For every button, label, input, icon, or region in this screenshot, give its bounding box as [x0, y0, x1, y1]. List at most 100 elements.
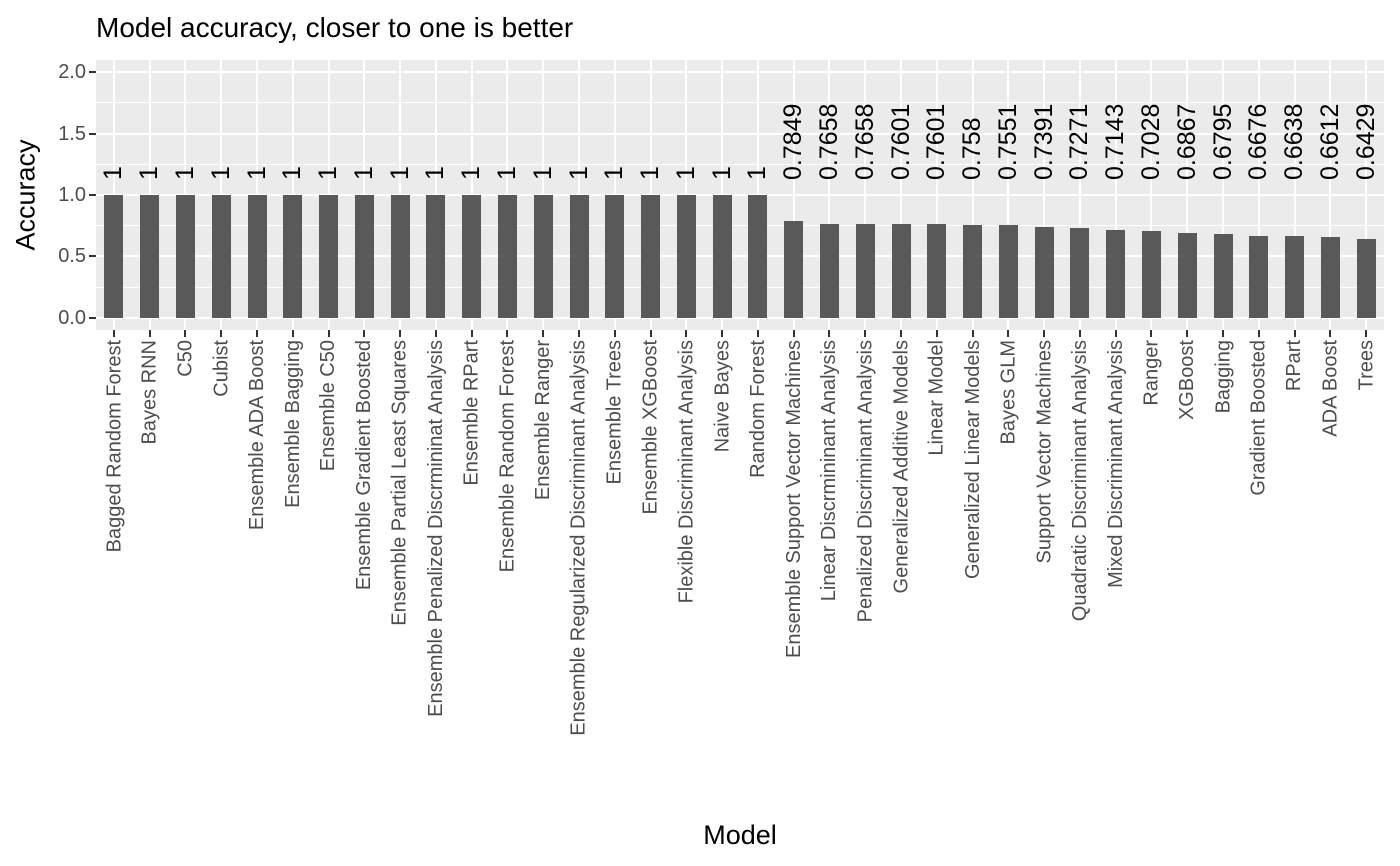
y-tick-mark: [89, 71, 96, 74]
chart-title: Model accuracy, closer to one is better: [96, 12, 574, 43]
y-tick-label: 2.0: [58, 61, 86, 84]
minor-gridline: [96, 163, 1384, 165]
x-tick-mark: [1043, 330, 1046, 337]
x-tick-mark: [792, 330, 795, 337]
x-tick-mark: [578, 330, 580, 337]
vertical-gridline: [1329, 60, 1332, 330]
x-tick-label: Cubist: [210, 340, 233, 397]
bar-value-label: 0.7143: [1101, 103, 1130, 180]
bar: [1070, 228, 1090, 318]
major-gridline: [96, 316, 1384, 319]
bar: [1249, 235, 1269, 318]
bar: [104, 195, 124, 318]
bar-value-label: 1: [135, 166, 164, 180]
bar-value-label: 1: [349, 166, 378, 180]
vertical-gridline: [1186, 60, 1189, 330]
x-tick-label: Bagged Random Forest: [102, 340, 125, 553]
bar-value-label: 0.6638: [1280, 103, 1309, 180]
bar-value-label: 1: [314, 166, 343, 180]
major-gridline: [96, 71, 1384, 74]
bar: [891, 224, 911, 318]
x-tick-label: Bayes GLM: [997, 340, 1020, 445]
x-tick-label: Ensemble ADA Boost: [246, 340, 268, 531]
x-tick-label: Trees: [1355, 340, 1378, 391]
x-tick-label: Random Forest: [746, 340, 769, 478]
x-tick-mark: [291, 330, 294, 337]
y-tick-mark: [89, 132, 96, 135]
bar-value-label: 1: [421, 166, 450, 180]
x-tick-mark: [399, 330, 402, 337]
x-tick-mark: [935, 330, 938, 337]
bar: [1320, 236, 1340, 318]
bar: [390, 195, 410, 318]
bar-value-label: 1: [743, 166, 772, 180]
bar: [1141, 231, 1161, 318]
x-tick-mark: [327, 330, 330, 337]
x-tick-label: Bayes RNN: [138, 340, 161, 445]
vertical-gridline: [1365, 60, 1368, 330]
bar-value-label: 0.758: [958, 117, 987, 180]
bar-value-label: 1: [242, 166, 271, 180]
x-tick-mark: [1222, 330, 1224, 337]
bar-value-label: 0.6676: [1244, 103, 1273, 180]
vertical-gridline: [864, 60, 867, 330]
x-tick-mark: [542, 330, 545, 337]
major-gridline: [96, 132, 1384, 135]
x-tick-label: Linear Model: [925, 340, 948, 456]
bar: [1034, 227, 1054, 318]
vertical-gridline: [1078, 60, 1081, 330]
x-tick-label: Ensemble Support Vector Machines: [782, 340, 805, 658]
plot-panel: [96, 60, 1384, 330]
x-tick-mark: [220, 330, 223, 337]
x-tick-mark: [1007, 330, 1010, 337]
bar: [426, 195, 446, 318]
x-tick-label: Support Vector Machines: [1033, 340, 1056, 564]
bar-value-label: 1: [636, 166, 665, 180]
bar-value-label: 0.6795: [1208, 103, 1237, 180]
bar-value-label: 1: [170, 166, 199, 180]
major-gridline: [96, 255, 1384, 258]
bar-value-label: 1: [99, 166, 128, 180]
bar: [354, 195, 374, 318]
vertical-gridline: [971, 60, 974, 330]
x-tick-mark: [184, 330, 187, 337]
x-tick-mark: [721, 330, 724, 337]
x-tick-mark: [1329, 330, 1332, 337]
bar-value-label: 1: [492, 166, 521, 180]
x-tick-mark: [1186, 330, 1189, 337]
vertical-gridline: [1293, 60, 1296, 330]
vertical-gridline: [1114, 60, 1117, 330]
x-tick-label: Ensemble Bagging: [281, 340, 304, 508]
bar: [211, 195, 231, 318]
bar-value-label: 1: [528, 166, 557, 180]
x-tick-mark: [1257, 330, 1260, 337]
x-tick-mark: [1365, 330, 1368, 337]
bar-value-label: 1: [278, 166, 307, 180]
minor-gridline: [96, 286, 1384, 288]
bar-value-label: 0.7551: [993, 103, 1022, 180]
bar: [140, 195, 160, 318]
x-tick-label: Generalized Additive Models: [890, 340, 912, 594]
vertical-gridline: [828, 60, 831, 330]
vertical-gridline: [1222, 60, 1224, 330]
x-tick-label: Quadratic Discriminant Analysis: [1068, 340, 1091, 622]
x-tick-label: Ensemble RPart: [460, 340, 483, 486]
x-tick-label: Gradient Boosted: [1247, 340, 1270, 496]
bar: [819, 223, 839, 318]
bar: [1356, 238, 1376, 318]
x-tick-mark: [685, 330, 688, 337]
x-tick-mark: [256, 330, 258, 337]
bar-value-label: 1: [206, 166, 235, 180]
major-gridline: [96, 194, 1384, 196]
x-tick-label: Ensemble Trees: [603, 340, 626, 485]
x-tick-mark: [756, 330, 759, 337]
x-tick-mark: [1078, 330, 1081, 337]
bar-value-label: 0.7391: [1029, 103, 1058, 180]
bar: [605, 195, 625, 318]
y-tick-label: 0.5: [58, 245, 86, 268]
y-tick-mark: [89, 316, 96, 319]
bar-value-label: 1: [457, 166, 486, 180]
bar-value-label: 0.6612: [1315, 103, 1344, 180]
vertical-gridline: [935, 60, 938, 330]
bar-value-label: 0.7601: [922, 103, 951, 180]
